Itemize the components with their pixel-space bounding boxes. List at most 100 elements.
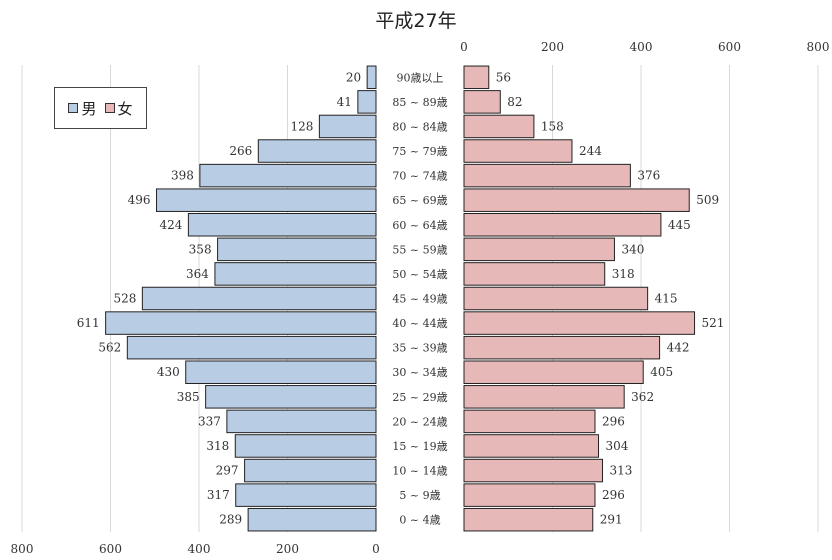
bar-label-female-17: 296 bbox=[602, 488, 625, 502]
age-label-5: 65 ~ 69歳 bbox=[392, 194, 447, 207]
bar-female-14 bbox=[463, 409, 596, 434]
bar-male-8 bbox=[214, 262, 377, 286]
bar-male-18 bbox=[247, 507, 377, 532]
age-group-labels: 90歳以上 85 ~ 89歳 80 ~ 84歳 75 ~ 79歳 70 ~ 74歳 65 … bbox=[392, 71, 447, 526]
bar-label-female-1: 82 bbox=[507, 95, 522, 109]
age-label-15: 15 ~ 19歳 bbox=[392, 440, 447, 453]
bar-male-4 bbox=[199, 163, 377, 188]
age-label-0: 90歳以上 bbox=[397, 71, 444, 84]
axis-tick-female-200: 200 bbox=[541, 40, 564, 54]
bar-female-7 bbox=[463, 237, 615, 262]
bar-label-female-7: 340 bbox=[621, 242, 644, 256]
legend-item-female: 女 bbox=[104, 98, 133, 119]
bar-label-male-5: 496 bbox=[128, 193, 151, 207]
age-label-16: 10 ~ 14歳 bbox=[392, 465, 447, 478]
age-label-13: 25 ~ 29歳 bbox=[392, 391, 447, 404]
bar-female-2 bbox=[463, 114, 535, 139]
age-label-3: 75 ~ 79歳 bbox=[392, 145, 447, 158]
bar-label-female-10: 521 bbox=[702, 316, 725, 330]
legend: 男 女 bbox=[54, 87, 147, 129]
bar-label-male-11: 562 bbox=[98, 341, 121, 355]
bar-male-10 bbox=[105, 311, 377, 335]
bar-label-female-12: 405 bbox=[650, 365, 673, 379]
bar-female-8 bbox=[463, 262, 606, 286]
chart-title: 平成27年 bbox=[375, 10, 457, 32]
legend-item-male: 男 bbox=[68, 98, 97, 119]
bar-label-male-16: 297 bbox=[216, 464, 239, 478]
axis-tick-male-400: 400 bbox=[188, 542, 211, 556]
bar-label-male-12: 430 bbox=[157, 365, 180, 379]
bar-female-17 bbox=[463, 483, 596, 507]
bar-male-3 bbox=[257, 139, 377, 163]
age-label-10: 40 ~ 44歳 bbox=[392, 317, 447, 330]
age-label-11: 35 ~ 39歳 bbox=[392, 342, 447, 355]
bar-female-16 bbox=[463, 458, 604, 483]
bar-label-male-6: 424 bbox=[159, 218, 182, 232]
bar-label-male-10: 611 bbox=[77, 316, 100, 330]
bar-label-male-4: 398 bbox=[171, 169, 194, 183]
bar-label-female-14: 296 bbox=[602, 414, 625, 428]
bar-male-7 bbox=[217, 237, 377, 262]
age-label-6: 60 ~ 64歳 bbox=[392, 219, 447, 232]
bar-female-3 bbox=[463, 139, 573, 163]
age-label-1: 85 ~ 89歳 bbox=[392, 96, 447, 109]
bar-label-male-7: 358 bbox=[189, 242, 212, 256]
bar-female-10 bbox=[463, 311, 696, 335]
legend-swatch-male bbox=[68, 103, 79, 113]
bar-label-female-15: 304 bbox=[606, 439, 629, 453]
bar-label-female-8: 318 bbox=[612, 267, 635, 281]
bar-male-9 bbox=[141, 286, 377, 311]
bar-label-male-9: 528 bbox=[113, 292, 136, 306]
bar-label-female-6: 445 bbox=[668, 218, 691, 232]
bar-male-0 bbox=[366, 65, 377, 90]
bar-female-15 bbox=[463, 434, 600, 458]
axis-tick-female-800: 800 bbox=[807, 40, 830, 54]
male-axis: 800 600 400 200 0 bbox=[11, 542, 380, 556]
bar-label-female-0: 56 bbox=[496, 70, 511, 84]
bar-male-13 bbox=[205, 385, 377, 409]
age-label-7: 55 ~ 59歳 bbox=[392, 243, 447, 256]
bar-label-male-3: 266 bbox=[229, 144, 252, 158]
female-series: 56 82 158 244 376 509 445 340 318 415 521 442 405 362… bbox=[463, 65, 725, 532]
bar-female-5 bbox=[463, 188, 690, 212]
axis-tick-female-0: 0 bbox=[460, 40, 468, 54]
bar-label-female-3: 244 bbox=[579, 144, 602, 158]
axis-tick-male-200: 200 bbox=[276, 542, 299, 556]
bar-male-6 bbox=[187, 213, 377, 237]
bar-label-female-16: 313 bbox=[610, 464, 633, 478]
bar-label-female-9: 415 bbox=[655, 292, 678, 306]
female-axis: 0 200 400 600 800 bbox=[460, 40, 829, 54]
bar-female-11 bbox=[463, 335, 661, 360]
bar-label-male-2: 128 bbox=[290, 119, 313, 133]
axis-tick-male-800: 800 bbox=[11, 542, 34, 556]
bar-label-female-11: 442 bbox=[667, 341, 690, 355]
legend-swatch-female bbox=[104, 103, 115, 113]
bar-female-1 bbox=[463, 90, 501, 114]
bar-female-0 bbox=[463, 65, 490, 90]
bar-male-1 bbox=[357, 90, 377, 114]
age-label-17: 5 ~ 9歳 bbox=[399, 489, 440, 502]
bar-female-4 bbox=[463, 163, 631, 188]
bar-label-male-18: 289 bbox=[219, 513, 242, 527]
bar-label-male-0: 20 bbox=[346, 70, 361, 84]
bar-label-male-14: 337 bbox=[198, 414, 221, 428]
bar-female-18 bbox=[463, 507, 594, 532]
bar-male-12 bbox=[185, 360, 377, 384]
age-label-9: 45 ~ 49歳 bbox=[392, 293, 447, 306]
bar-male-15 bbox=[234, 434, 377, 458]
bar-male-2 bbox=[318, 114, 377, 139]
age-label-8: 50 ~ 54歳 bbox=[392, 268, 447, 281]
axis-tick-female-400: 400 bbox=[630, 40, 653, 54]
age-label-18: 0 ~ 4歳 bbox=[399, 514, 440, 527]
age-label-2: 80 ~ 84歳 bbox=[392, 120, 447, 133]
age-label-4: 70 ~ 74歳 bbox=[392, 170, 447, 183]
bar-label-male-17: 317 bbox=[207, 488, 230, 502]
axis-tick-female-600: 600 bbox=[718, 40, 741, 54]
bar-label-female-2: 158 bbox=[541, 119, 564, 133]
male-series: 20 41 128 266 398 496 424 358 364 528 611 562 430 385… bbox=[77, 65, 377, 532]
bar-male-11 bbox=[126, 335, 377, 360]
bar-label-female-4: 376 bbox=[637, 169, 660, 183]
bar-female-6 bbox=[463, 213, 662, 237]
bar-label-male-15: 318 bbox=[206, 439, 229, 453]
